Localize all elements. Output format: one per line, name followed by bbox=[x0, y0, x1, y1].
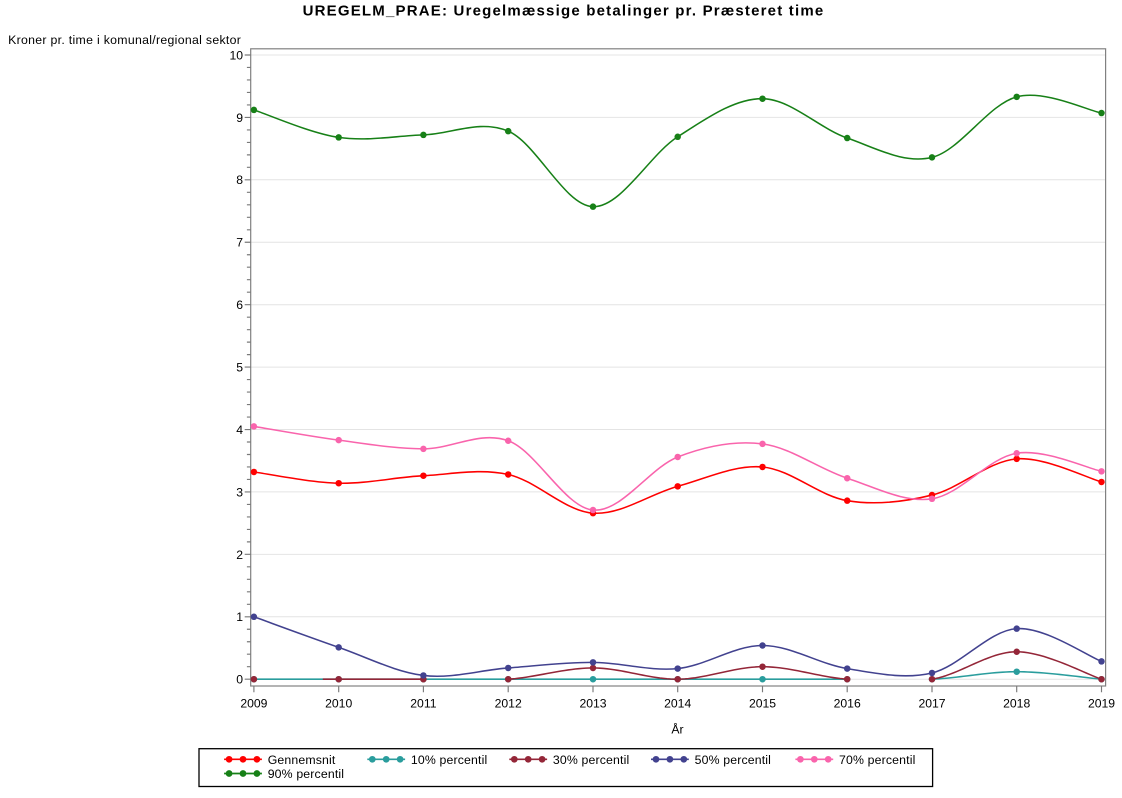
svg-text:6: 6 bbox=[236, 298, 243, 312]
svg-text:4: 4 bbox=[236, 423, 243, 437]
svg-text:Gennemsnit: Gennemsnit bbox=[268, 753, 336, 767]
svg-text:2013: 2013 bbox=[579, 696, 606, 710]
svg-text:2017: 2017 bbox=[918, 696, 945, 710]
svg-text:9: 9 bbox=[236, 111, 243, 125]
svg-text:5: 5 bbox=[236, 361, 243, 375]
svg-text:3: 3 bbox=[236, 485, 243, 499]
svg-text:2011: 2011 bbox=[410, 696, 436, 710]
svg-text:10: 10 bbox=[229, 48, 243, 62]
svg-text:90% percentil: 90% percentil bbox=[268, 767, 344, 781]
svg-text:2014: 2014 bbox=[664, 696, 691, 710]
svg-text:År: År bbox=[671, 722, 683, 737]
svg-text:8: 8 bbox=[236, 173, 243, 187]
svg-text:50% percentil: 50% percentil bbox=[695, 753, 771, 767]
svg-text:10% percentil: 10% percentil bbox=[411, 753, 487, 767]
svg-text:2018: 2018 bbox=[1003, 696, 1030, 710]
svg-text:2015: 2015 bbox=[749, 696, 776, 710]
svg-text:2019: 2019 bbox=[1088, 696, 1115, 710]
svg-text:Kroner pr. time i komunal/regi: Kroner pr. time i komunal/regional sekto… bbox=[8, 33, 241, 47]
svg-text:70% percentil: 70% percentil bbox=[839, 753, 915, 767]
svg-text:7: 7 bbox=[236, 236, 243, 250]
svg-text:1: 1 bbox=[236, 610, 243, 624]
svg-text:2016: 2016 bbox=[834, 696, 861, 710]
svg-text:2012: 2012 bbox=[495, 696, 522, 710]
svg-text:2010: 2010 bbox=[325, 696, 352, 710]
svg-text:30% percentil: 30% percentil bbox=[553, 753, 629, 767]
svg-text:2009: 2009 bbox=[240, 696, 267, 710]
svg-text:0: 0 bbox=[236, 673, 243, 687]
svg-text:2: 2 bbox=[236, 548, 243, 562]
svg-text:UREGELM_PRAE: Uregelmæssige be: UREGELM_PRAE: Uregelmæssige betalinger p… bbox=[303, 3, 825, 20]
